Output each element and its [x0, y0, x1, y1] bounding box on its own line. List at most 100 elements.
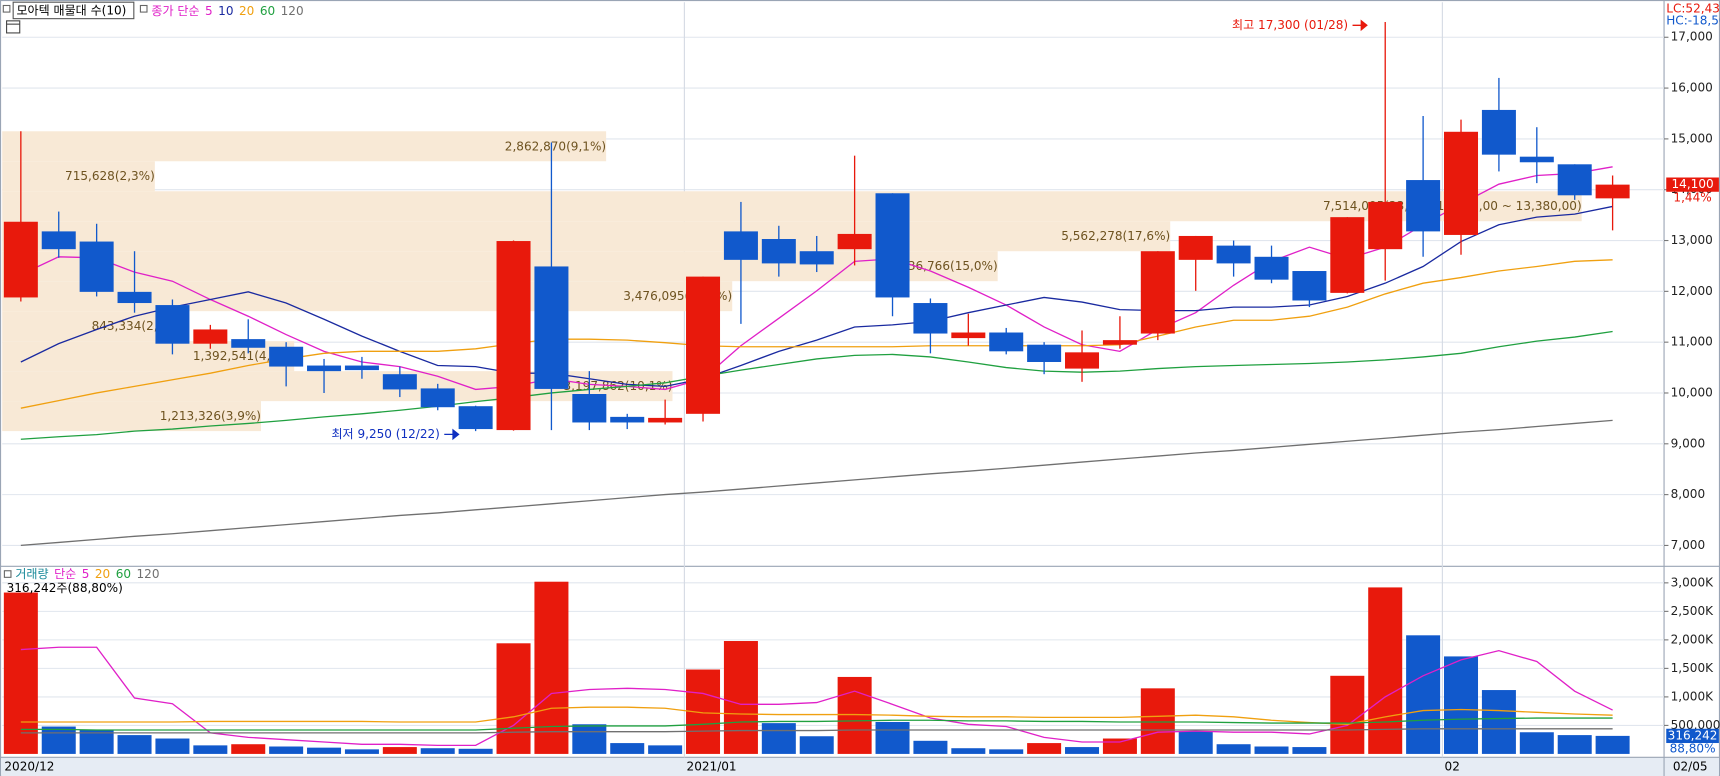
band-volume-label: 4,736,766(15,0%) [889, 259, 998, 273]
candle-body [79, 241, 114, 292]
volume-profile-label: 715,628(2,3%) [65, 169, 155, 183]
legend-icon [2, 4, 11, 13]
candle-body [875, 193, 910, 298]
candle-body [1444, 131, 1479, 235]
moving-average [20, 205, 1613, 388]
current-value-box [1666, 177, 1719, 192]
candle-body [837, 233, 872, 250]
annotation-arrow [1352, 19, 1368, 32]
moving-average [20, 419, 1613, 547]
candle-body [648, 417, 683, 423]
candle-body [1481, 109, 1516, 155]
volume-profile-band [2, 191, 1582, 222]
candle-body [610, 416, 645, 423]
volume-profile-label: 2,862,870(9,1%) [505, 139, 606, 153]
volume-bar [951, 748, 986, 754]
volume-bar [1178, 731, 1213, 754]
legend-prefix: 단순 [54, 567, 76, 581]
candle-body [799, 251, 834, 265]
candle-body [1254, 256, 1289, 280]
candle-body [155, 305, 190, 344]
legend-entry: 120 [137, 567, 160, 581]
volume-bar [799, 736, 834, 754]
candle-body [572, 394, 607, 423]
candle-body [989, 332, 1024, 352]
volume-bar [1519, 732, 1554, 754]
volume-profile-label: 1,392,541(4,4%) [193, 349, 294, 363]
volume-bar [534, 581, 569, 754]
volume-bar [155, 738, 190, 754]
volume-profile-label: 1,213,326(3,9%) [160, 409, 261, 423]
moving-average [20, 728, 1613, 734]
candle-body [951, 332, 986, 339]
volume-profile-band [2, 131, 607, 162]
y-tick-label: 1,500K [1671, 661, 1714, 675]
volume-bar [1216, 744, 1251, 754]
volume-bar [648, 745, 683, 754]
legend-entry: 5 [205, 3, 213, 17]
band-volume-label: 715,628(2,3%) [65, 169, 155, 183]
title-box [12, 1, 135, 20]
candle-body [231, 339, 266, 348]
legend-title: 거래량 [15, 567, 48, 581]
volume-bar [723, 641, 758, 754]
candle-body [41, 231, 76, 250]
volume-bar [1481, 690, 1516, 754]
candle-body [1102, 340, 1137, 345]
candle-body [420, 388, 455, 408]
x-tick-label: 2020/12 [4, 760, 54, 774]
legend-icon [139, 4, 148, 13]
volume-bar [1406, 635, 1441, 754]
moving-average [20, 706, 1613, 725]
volume-profile-band [2, 311, 182, 342]
chart-title: 모아텍 매물대 수(10) [16, 3, 126, 17]
volume-bar [1254, 746, 1289, 754]
volume-bar [875, 721, 910, 754]
current-change-label: 1,44% [1673, 190, 1711, 204]
candle-body [1595, 184, 1630, 199]
candle-body [1065, 352, 1100, 369]
current-value-label: 316,242 [1668, 728, 1718, 742]
legend-entry: 20 [95, 567, 110, 581]
current-change-label: 88,80% [1670, 742, 1716, 756]
volume-legend: 거래량 단순 5 20 60 120 [15, 567, 159, 581]
annotation-arrow [444, 428, 460, 441]
legend-icon [3, 570, 12, 578]
y-tick-label: 3,000K [1671, 575, 1714, 589]
volume-bar [193, 745, 228, 754]
y-tick-label: 2,000K [1671, 632, 1714, 646]
y-tick-label: 13,000 [1671, 233, 1713, 247]
volume-bar [1557, 735, 1592, 754]
legend-prefix: 종가 단순 [151, 3, 199, 17]
volume-bar [496, 643, 531, 754]
y-tick-label: 1,000K [1671, 689, 1714, 703]
current-value-label: 14,100 [1672, 177, 1714, 191]
band-volume-label: 1,213,326(3,9%) [160, 409, 261, 423]
candle-body [913, 303, 948, 334]
candle-body [1557, 164, 1592, 196]
current-value-box [1666, 728, 1719, 744]
volume-bar [837, 676, 872, 754]
lc-label: LC:52,43 [1666, 1, 1720, 15]
candle-body [307, 365, 342, 372]
y-tick-label: 16,000 [1671, 81, 1713, 95]
volume-profile-band [2, 221, 1171, 252]
cursor-date: 02/05 [1673, 760, 1708, 774]
candle-body [458, 406, 493, 430]
band-volume-label: 1,392,541(4,4%) [193, 349, 294, 363]
volume-bar [269, 746, 304, 754]
volume-bar [458, 748, 493, 754]
y-tick-label: 17,000 [1671, 30, 1713, 44]
price-legend: 종가 단순 5 10 20 60 120 [151, 3, 303, 17]
volume-bar [420, 748, 455, 754]
candle-body [534, 266, 569, 389]
date-axis-strip [1, 757, 1719, 776]
y-tick-label: 15,000 [1671, 131, 1713, 145]
volume-bar [1330, 675, 1365, 754]
volume-bar [610, 743, 645, 754]
candle-body [1216, 245, 1251, 264]
volume-bar [117, 735, 152, 754]
volume-bar [1027, 743, 1062, 754]
y-tick-label: 9,000 [1671, 436, 1705, 450]
